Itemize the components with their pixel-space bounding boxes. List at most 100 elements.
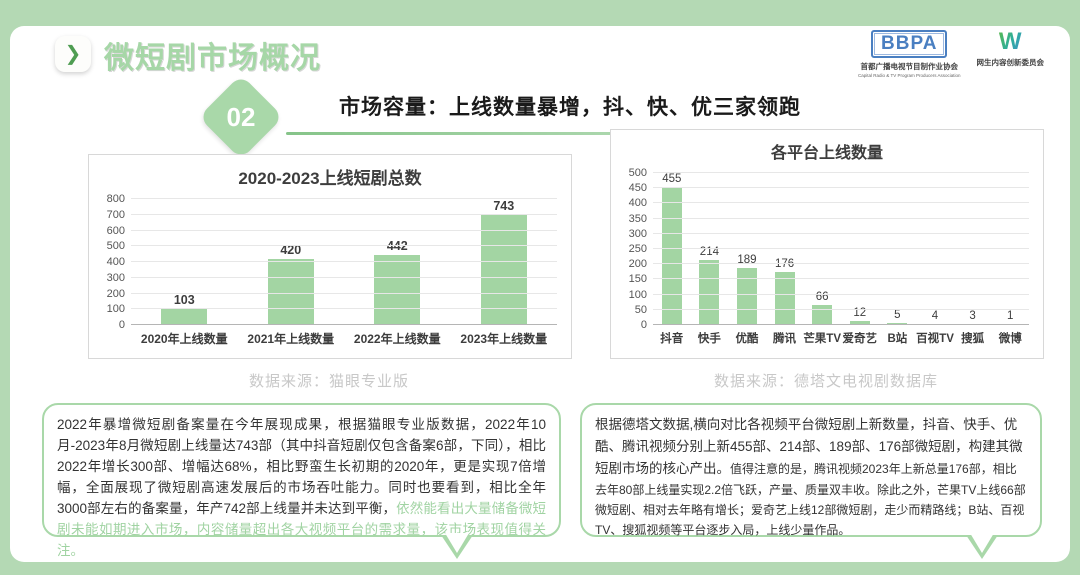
x-tick-label: 2022年上线数量	[353, 332, 441, 346]
bar-group: 3	[954, 173, 992, 325]
bar-group: 420	[238, 199, 345, 325]
x-tick-label: 芒果TV	[803, 333, 842, 345]
note-bubble-left: 2022年暴增微短剧备案量在今年展现成果，根据猫眼专业版数据，2022年10月-…	[42, 403, 561, 559]
y-tick-label: 400	[106, 256, 125, 268]
section-title-underline	[286, 132, 856, 135]
x-tick-label: 优酷	[735, 333, 759, 345]
y-tick-label: 800	[106, 193, 125, 205]
gridline	[131, 198, 557, 199]
note-left-text: 2022年暴增微短剧备案量在今年展现成果，根据猫眼专业版数据，2022年10月-…	[57, 417, 546, 516]
x-tick-label: 2021年上线数量	[247, 332, 335, 346]
bar-value-label: 420	[280, 242, 302, 257]
data-source-left: 数据来源：猫眼专业版	[248, 373, 409, 390]
gridline	[131, 245, 557, 247]
bar	[812, 304, 833, 325]
note-right-detail: 值得注意的是，腾讯视频2023年上新总量176部，相比去年80部上线量实现2.2…	[595, 462, 1026, 537]
gridline	[653, 308, 1029, 310]
wj-logo: W 网生内容创新委员会	[977, 30, 1045, 68]
bars: 455 214 189 176 66 12 5 4 3 1	[653, 173, 1029, 325]
y-tick-label: 350	[628, 212, 647, 225]
section-number-badge: 02	[198, 74, 284, 160]
wj-logo-caption: 网生内容创新委员会	[976, 58, 1045, 67]
y-tick-label: 0	[118, 319, 125, 331]
chevron-right-icon: ❯	[64, 43, 82, 65]
y-tick-label: 300	[628, 227, 647, 240]
gridline	[131, 213, 557, 215]
bar	[267, 258, 314, 325]
x-tick-label: 腾讯	[773, 333, 797, 345]
bar-group: 4	[916, 173, 954, 325]
bar-group: 1	[991, 173, 1029, 325]
gridline	[653, 263, 1029, 265]
bar-group: 455	[653, 173, 691, 325]
bar-value-label: 1	[1006, 310, 1014, 323]
bar-group: 176	[766, 173, 804, 325]
x-axis-labels: 抖音 快手 优酷 腾讯 芒果TV 爱奇艺 B站 百视TV 搜狐 微博	[653, 330, 1029, 346]
bar-value-label: 5	[894, 309, 901, 322]
y-tick-label: 100	[106, 303, 125, 316]
gridline	[131, 308, 557, 310]
y-tick-label: 400	[628, 197, 647, 210]
bar-value-label: 3	[969, 310, 976, 323]
wj-logo-icon: W	[998, 28, 1022, 55]
data-source-right: 数据来源：德塔文电视剧数据库	[713, 373, 938, 390]
y-tick-label: 500	[628, 167, 647, 179]
bar-group: 214	[691, 173, 729, 325]
y-tick-label: 700	[106, 208, 125, 221]
bar-group: 66	[803, 173, 841, 325]
y-tick-label: 200	[106, 287, 125, 300]
bar-group: 5	[879, 173, 917, 325]
axis-baseline	[653, 324, 1029, 325]
y-tick-label: 200	[628, 258, 647, 271]
plot-area-wrap: 455 214 189 176 66 12 5 4 3 1 抖音 快手 优酷 腾讯 芒果TV 爱奇艺 B站 百视…	[653, 172, 1029, 346]
bbpa-logo: BBPA 首都广播电视节目制作业协会 Capital Radio & TV Pr…	[858, 30, 961, 78]
bar-value-label: 189	[737, 253, 757, 266]
x-tick-label: 百视TV	[916, 333, 954, 345]
y-tick-label: 250	[628, 243, 647, 255]
gridline	[653, 187, 1029, 189]
bar-group: 743	[451, 199, 558, 325]
gridline	[653, 248, 1029, 249]
bar-group: 12	[841, 173, 879, 325]
x-tick-label: B站	[887, 333, 908, 345]
x-tick-label: 快手	[697, 333, 721, 345]
chart-title: 2020-2023上线短剧总数	[238, 169, 422, 188]
axis-baseline	[131, 324, 557, 325]
gridline	[653, 232, 1029, 234]
y-tick-label: 300	[106, 271, 125, 284]
gridline	[131, 276, 557, 278]
bar	[699, 259, 720, 325]
page-title: 微短剧市场概况	[104, 42, 321, 75]
bar	[161, 308, 208, 325]
platform-chart: 各平台上线数量 0 50 100 150 200 250 300 350 400 450 500 4…	[610, 129, 1044, 359]
x-tick-label: 2020年上线数量	[140, 332, 228, 346]
bar	[374, 255, 421, 325]
y-tick-label: 450	[628, 182, 647, 195]
x-tick-label: 爱奇艺	[842, 333, 878, 345]
bar	[849, 321, 870, 325]
bar-value-label: 4	[931, 309, 939, 322]
bar-group: 442	[344, 199, 451, 325]
gridline	[131, 229, 557, 231]
gridline	[653, 278, 1029, 280]
gridline	[131, 292, 557, 294]
section-number: 02	[226, 101, 256, 132]
bar	[661, 187, 682, 325]
bbpa-logo-caption: 首都广播电视节目制作业协会	[860, 62, 959, 71]
chevron-badge: ❯	[55, 36, 91, 72]
x-axis-labels: 2020年上线数量 2021年上线数量 2022年上线数量 2023年上线数量	[131, 330, 557, 347]
bbpa-logo-subcaption: Capital Radio & TV Program Producers Ass…	[858, 73, 961, 78]
x-tick-label: 微博	[998, 333, 1022, 345]
bar-value-label: 442	[386, 239, 408, 254]
bar	[774, 271, 795, 325]
chart-body: 0 50 100 150 200 250 300 350 400 450 500 455 214 189…	[611, 163, 1043, 346]
bars: 103 420 442 743	[131, 199, 557, 325]
bar-group: 103	[131, 199, 238, 325]
logo-group: BBPA 首都广播电视节目制作业协会 Capital Radio & TV Pr…	[858, 30, 1045, 79]
y-tick-label: 0	[640, 319, 647, 331]
bar-value-label: 12	[853, 307, 867, 320]
bar-value-label: 743	[493, 199, 515, 213]
y-tick-label: 150	[628, 273, 647, 286]
gridline	[653, 293, 1029, 295]
slide-card: ❯ 微短剧市场概况 BBPA 首都广播电视节目制作业协会 Capital Rad…	[10, 26, 1070, 562]
